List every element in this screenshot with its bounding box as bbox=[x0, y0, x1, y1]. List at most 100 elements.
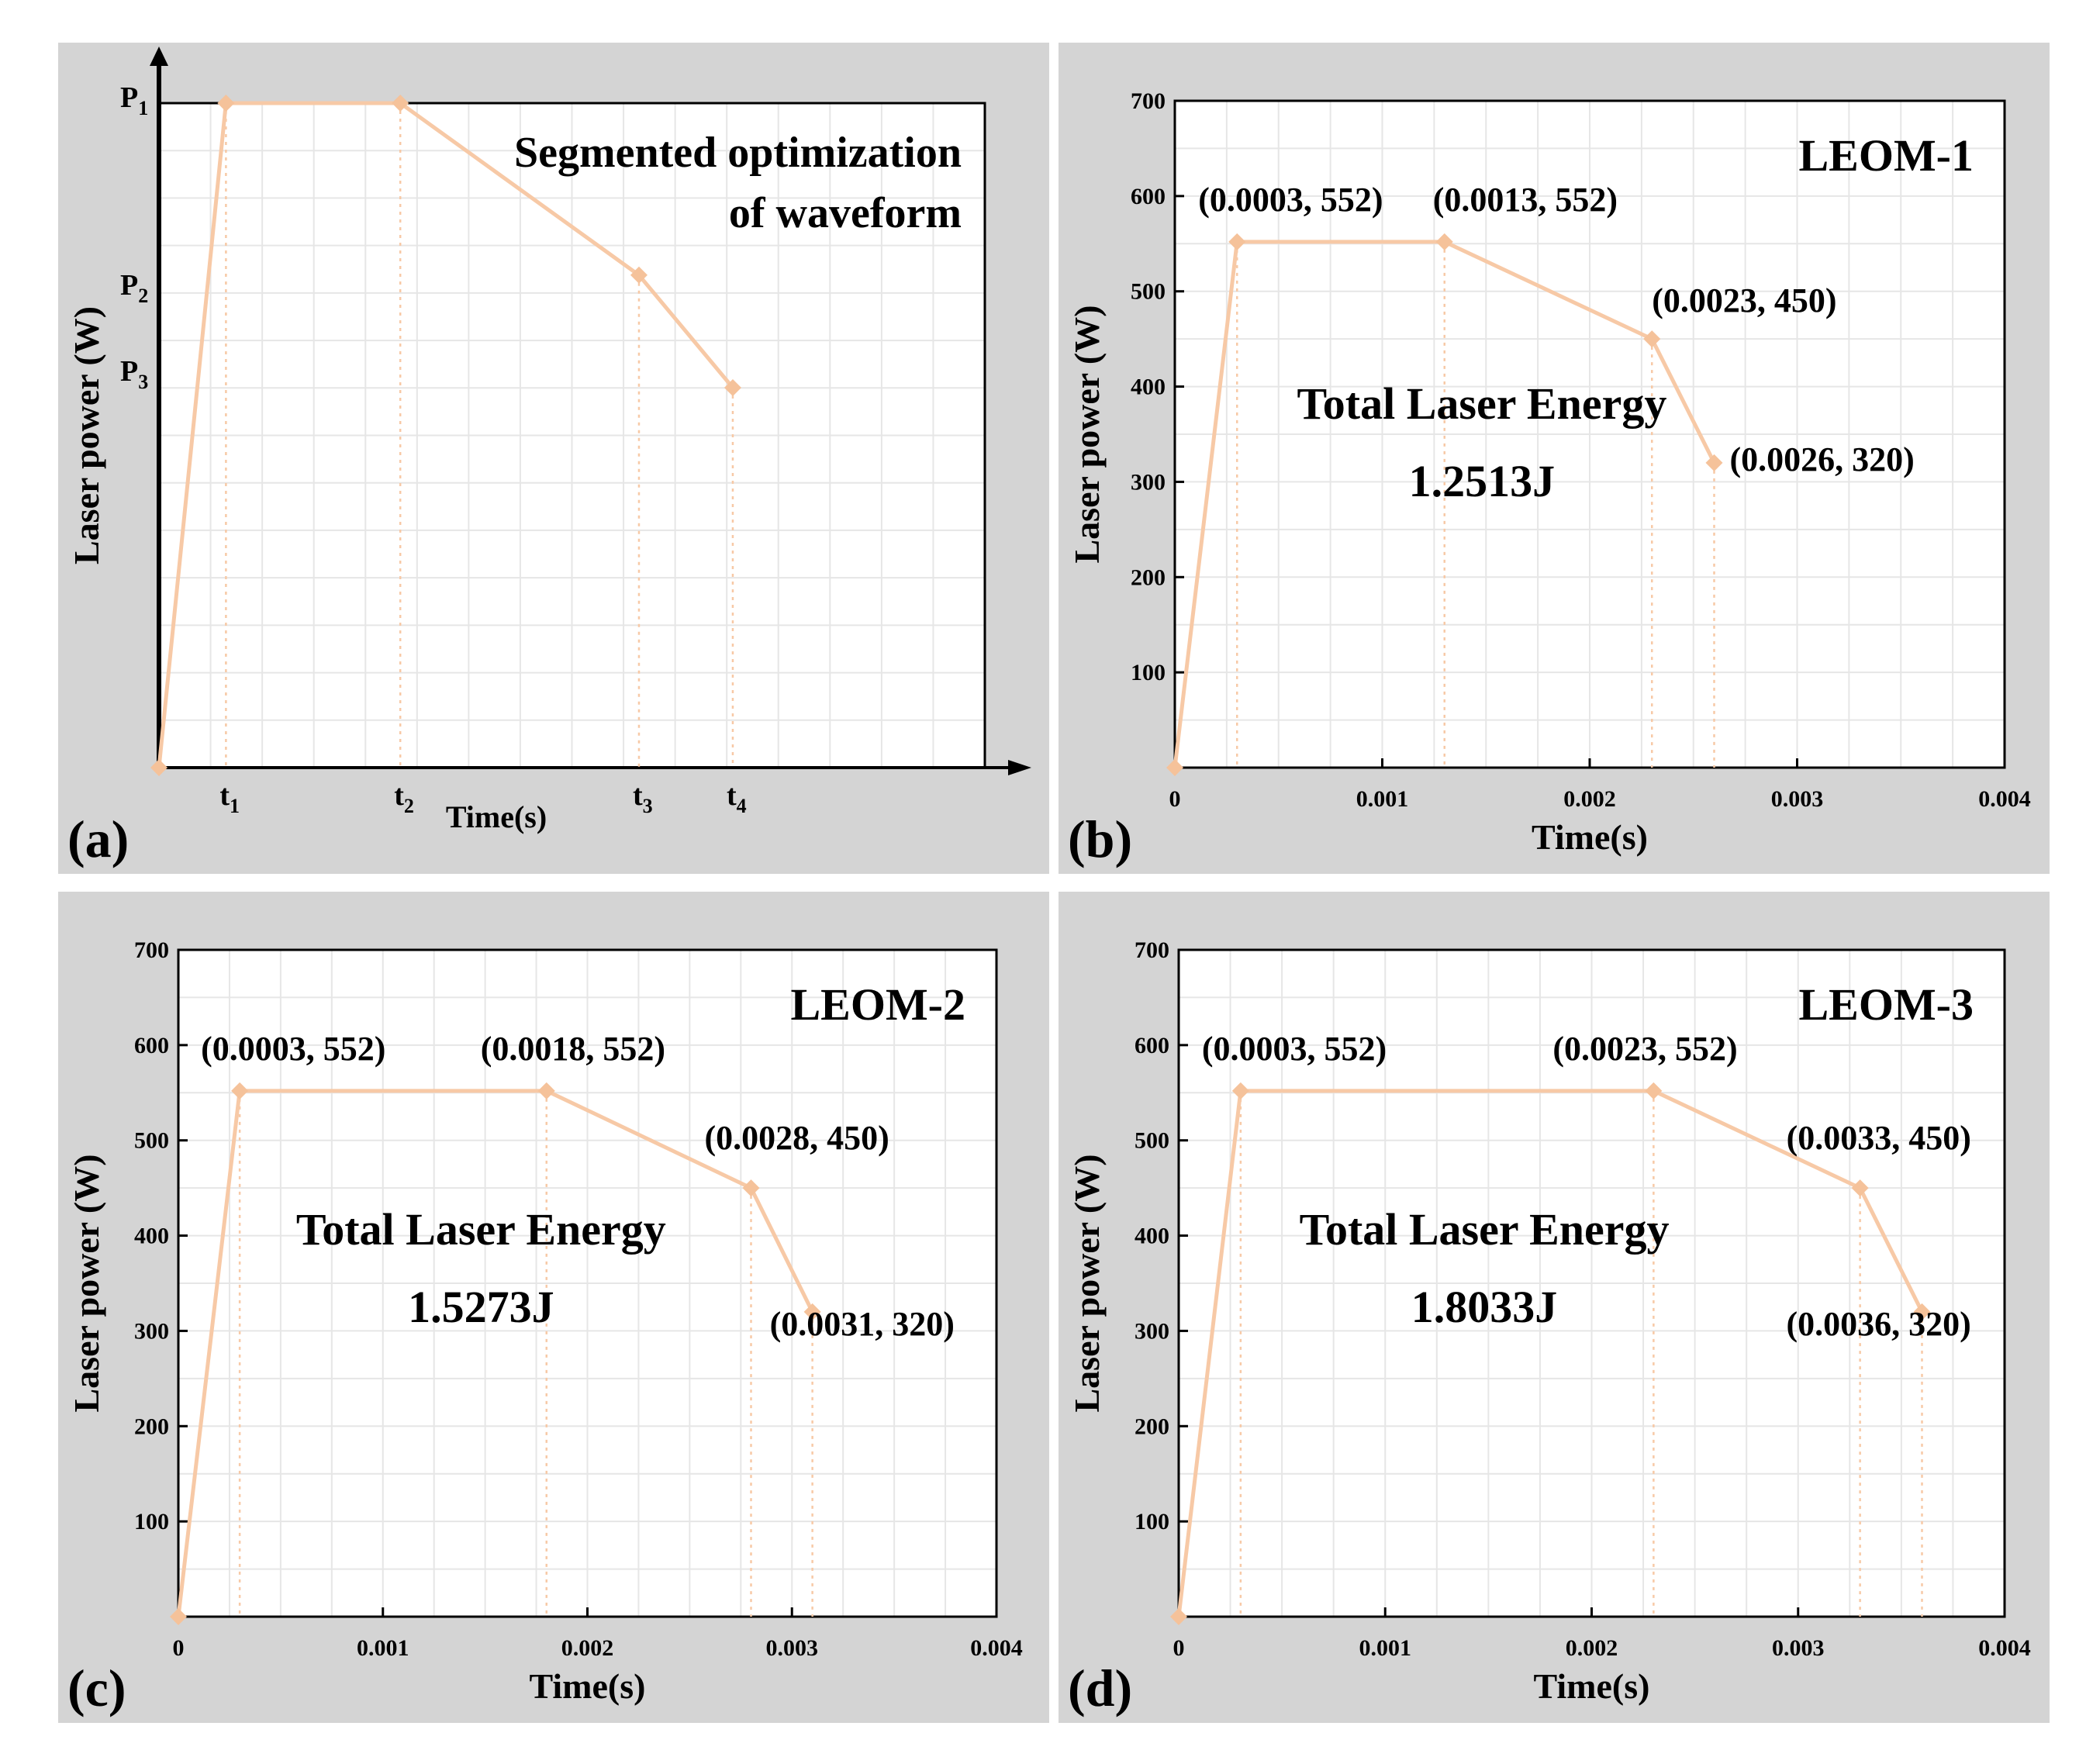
y-tick-label: 700 bbox=[1135, 937, 1169, 963]
data-point-marker bbox=[1228, 233, 1246, 250]
y-tick-label: 400 bbox=[1135, 1224, 1169, 1249]
chart-title: LEOM-3 bbox=[1798, 979, 1974, 1030]
y-axis-title: Laser power (W) bbox=[1067, 1154, 1107, 1412]
x-tick-label: 0.001 bbox=[1359, 1635, 1412, 1661]
y-tick-label: 400 bbox=[1131, 375, 1166, 400]
data-point-marker bbox=[1913, 1303, 1931, 1320]
chart-d-svg: 0 0.001 0.002 0.003 0.004 100 200 300 400 500 600 7… bbox=[1067, 937, 2031, 1717]
chart-a-svg: t1 t2 t3 t4 P1 P2 P3 Segmented optimization of w… bbox=[67, 47, 1031, 868]
panel-a-schematic: t1 t2 t3 t4 P1 P2 P3 Segmented optimization of w… bbox=[58, 43, 1049, 874]
y-symbol-subscript: 2 bbox=[138, 285, 148, 307]
x-tick-label: 0.002 bbox=[1563, 786, 1616, 812]
y-tick-label: 500 bbox=[1135, 1128, 1169, 1154]
data-point-marker bbox=[1851, 1179, 1869, 1197]
energy-label: Total Laser Energy bbox=[296, 1204, 666, 1255]
data-point-label: (0.0018, 552) bbox=[481, 1030, 665, 1068]
energy-label: Total Laser Energy bbox=[1297, 378, 1666, 429]
y-axis-title: Laser power (W) bbox=[67, 306, 106, 564]
data-point-label: (0.0036, 320) bbox=[1787, 1305, 1971, 1343]
x-symbol-label: t4 bbox=[727, 779, 747, 817]
data-point-label: (0.0033, 450) bbox=[1787, 1119, 1971, 1157]
y-tick-label: 300 bbox=[1131, 469, 1166, 495]
x-symbol-label: t1 bbox=[219, 779, 240, 817]
data-point-label: (0.0023, 552) bbox=[1552, 1030, 1737, 1068]
y-tick-label: 600 bbox=[1131, 184, 1166, 209]
chart-c-svg: 0 0.001 0.002 0.003 0.004 100 200 300 400 500 600 7… bbox=[67, 937, 1023, 1717]
x-symbol-label: t2 bbox=[394, 779, 414, 817]
x-tick-label: 0.003 bbox=[1772, 1635, 1825, 1661]
x-axis-title: Time(s) bbox=[530, 1666, 646, 1706]
y-axis-arrowhead bbox=[150, 47, 168, 66]
x-tick-label: 0 bbox=[1169, 786, 1181, 812]
data-point-label: (0.0023, 450) bbox=[1652, 281, 1836, 319]
energy-value: 1.2513J bbox=[1409, 456, 1556, 506]
x-tick-label: 0.004 bbox=[970, 1635, 1023, 1661]
data-point-marker bbox=[1231, 1082, 1249, 1099]
y-tick-label: 100 bbox=[1131, 660, 1166, 685]
y-symbol-subscript: 3 bbox=[138, 371, 148, 393]
energy-value: 1.8033J bbox=[1411, 1282, 1558, 1332]
y-tick-label: 400 bbox=[134, 1224, 169, 1249]
y-tick-label: 700 bbox=[134, 937, 169, 963]
y-tick-label: 100 bbox=[134, 1509, 169, 1534]
x-tick-label: 0.001 bbox=[1356, 786, 1409, 812]
y-symbol-label: P2 bbox=[120, 269, 148, 307]
x-symbol-subscript: 3 bbox=[643, 795, 653, 817]
x-tick-label: 0.004 bbox=[1978, 1635, 2031, 1661]
panel-letter: (a) bbox=[67, 810, 129, 868]
x-symbol-subscript: 4 bbox=[737, 795, 747, 817]
panel-b-leom-1: 0 0.001 0.002 0.003 0.004 100 200 300 400 500 600 7… bbox=[1059, 43, 2050, 874]
energy-value: 1.5273J bbox=[408, 1282, 554, 1332]
data-point-marker bbox=[150, 759, 168, 776]
x-symbol-label: t3 bbox=[633, 779, 653, 817]
x-axis-arrowhead bbox=[1008, 760, 1031, 775]
x-tick-label: 0 bbox=[173, 1635, 185, 1661]
y-tick-label: 600 bbox=[134, 1033, 169, 1058]
data-point-marker bbox=[231, 1082, 249, 1099]
data-point-marker bbox=[742, 1179, 760, 1197]
data-point-marker bbox=[217, 95, 235, 112]
y-symbol-label: P1 bbox=[120, 81, 148, 119]
y-tick-label: 100 bbox=[1135, 1509, 1169, 1534]
x-axis-title: Time(s) bbox=[1534, 1666, 1650, 1706]
y-tick-label: 500 bbox=[134, 1128, 169, 1154]
y-axis-title: Laser power (W) bbox=[1067, 305, 1107, 563]
x-axis-title: Time(s) bbox=[1532, 817, 1648, 857]
y-tick-label: 300 bbox=[1135, 1318, 1169, 1344]
x-tick-label: 0.004 bbox=[1978, 786, 2031, 812]
data-point-marker bbox=[170, 1608, 187, 1625]
data-point-label: (0.0003, 552) bbox=[201, 1030, 385, 1068]
data-point-label: (0.0028, 450) bbox=[705, 1119, 889, 1157]
y-tick-label: 200 bbox=[134, 1414, 169, 1439]
x-tick-label: 0.003 bbox=[1771, 786, 1824, 812]
y-tick-label: 600 bbox=[1135, 1033, 1169, 1058]
data-point-marker bbox=[724, 378, 741, 396]
y-tick-label: 200 bbox=[1131, 564, 1166, 590]
x-axis-title: Time(s) bbox=[446, 799, 547, 834]
x-tick-label: 0.002 bbox=[1566, 1635, 1618, 1661]
x-tick-label: 0.001 bbox=[357, 1635, 409, 1661]
data-point-label: (0.0013, 552) bbox=[1433, 181, 1618, 219]
x-symbol-subscript: 1 bbox=[230, 795, 240, 817]
data-point-marker bbox=[1435, 233, 1453, 250]
chart-title: LEOM-2 bbox=[790, 979, 965, 1030]
data-point-marker bbox=[630, 266, 648, 284]
data-point-marker bbox=[803, 1303, 821, 1320]
panel-d-leom-3: 0 0.001 0.002 0.003 0.004 100 200 300 400 500 600 7… bbox=[1059, 892, 2050, 1723]
data-point-marker bbox=[1166, 759, 1183, 776]
data-point-marker bbox=[1705, 454, 1723, 471]
y-tick-label: 200 bbox=[1135, 1414, 1169, 1439]
y-symbol-subscript: 1 bbox=[138, 97, 148, 119]
y-tick-label: 500 bbox=[1131, 279, 1166, 305]
data-point-marker bbox=[1643, 330, 1661, 348]
panel-letter: (b) bbox=[1068, 810, 1132, 868]
x-tick-label: 0.002 bbox=[561, 1635, 614, 1661]
data-point-marker bbox=[537, 1082, 555, 1099]
x-tick-label: 0.003 bbox=[766, 1635, 819, 1661]
y-axis-title: Laser power (W) bbox=[67, 1154, 106, 1412]
y-tick-label: 300 bbox=[134, 1318, 169, 1344]
chart-title: LEOM-1 bbox=[1798, 130, 1974, 181]
panel-letter: (c) bbox=[67, 1659, 126, 1717]
y-symbol-label: P3 bbox=[120, 355, 148, 393]
energy-label: Total Laser Energy bbox=[1300, 1204, 1670, 1255]
